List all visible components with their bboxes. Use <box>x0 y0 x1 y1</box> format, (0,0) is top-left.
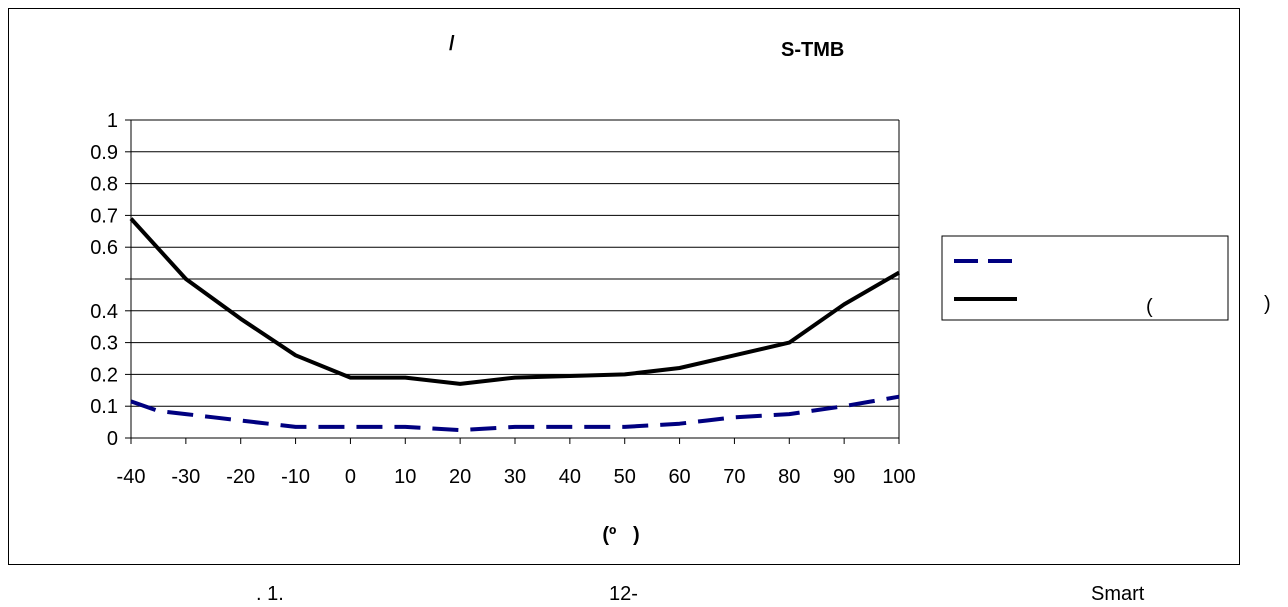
series-line-dashed <box>130 394 900 433</box>
x-axis-title: (º ) <box>602 524 639 546</box>
line-chart: 0 0.1 0.2 0.3 0.4 0.6 0.7 0.8 0.9 1 -40 -30 -20 -10 0 1… <box>90 110 1229 546</box>
y-tick-label: 0.4 <box>90 301 118 323</box>
tick-labels: 0 0.1 0.2 0.3 0.4 0.6 0.7 0.8 0.9 1 -40 -30 -20 -10 0 1… <box>90 110 916 488</box>
x-tick-label: 30 <box>504 466 526 488</box>
x-tick-label: -20 <box>226 466 255 488</box>
chart-title-right: S-TMB <box>781 39 845 61</box>
caption-right: Smart <box>1091 583 1145 605</box>
chart-frame: / S-TMB 0 0.1 0.2 0.3 0.4 0.6 0.7 0.8 0.9 1 -40 -30… <box>8 8 1240 565</box>
y-tick-label: 0.7 <box>90 205 118 227</box>
legend-label-solid-suffix: ) <box>1264 293 1271 315</box>
series-lines <box>129 217 901 433</box>
x-tick-label: 40 <box>559 466 581 488</box>
legend-label-solid: ( <box>1146 296 1153 318</box>
x-tick-label: -30 <box>171 466 200 488</box>
legend: ( <box>941 235 1229 321</box>
y-tick-label: 0.9 <box>90 142 118 164</box>
y-tick-label: 0.1 <box>90 396 118 418</box>
x-tick-label: 50 <box>614 466 636 488</box>
grid-lines <box>131 119 899 407</box>
y-tick-label: 0.8 <box>90 174 118 196</box>
x-tick-label: 20 <box>449 466 471 488</box>
chart-title-left: / <box>449 33 455 55</box>
x-tick-label: 60 <box>668 466 690 488</box>
caption-figure-number: . 1. <box>256 583 284 605</box>
y-tick-label: 0.2 <box>90 364 118 386</box>
y-tick-label: 0.3 <box>90 333 118 355</box>
x-tick-label: 0 <box>345 466 356 488</box>
x-tick-label: -10 <box>281 466 310 488</box>
x-tick-label: 70 <box>723 466 745 488</box>
caption-middle: 12- <box>609 583 638 605</box>
axes <box>125 119 900 444</box>
x-tick-label: 80 <box>778 466 800 488</box>
y-tick-label: 0.6 <box>90 237 118 259</box>
y-tick-label: 1 <box>107 110 118 132</box>
x-tick-label: 90 <box>833 466 855 488</box>
x-tick-label: 10 <box>394 466 416 488</box>
x-tick-label: -40 <box>117 466 146 488</box>
series-line-solid <box>129 217 901 386</box>
y-tick-label: 0 <box>107 428 118 450</box>
legend-box <box>941 235 1229 321</box>
x-tick-label: 100 <box>882 466 915 488</box>
